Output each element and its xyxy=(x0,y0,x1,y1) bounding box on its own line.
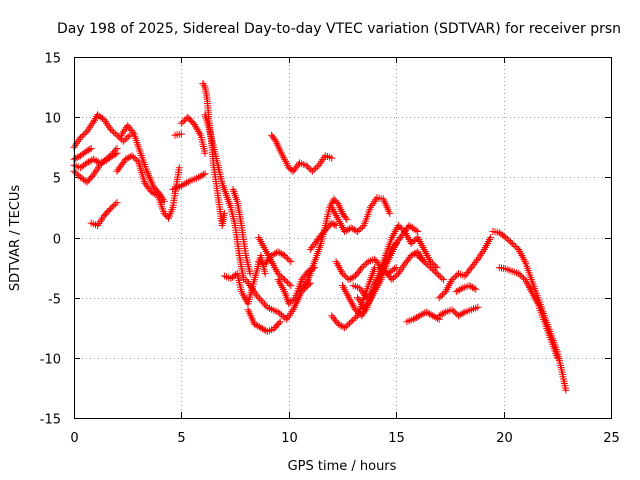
y-tick-label: -15 xyxy=(40,413,61,428)
x-tick-label: 25 xyxy=(603,431,620,446)
series-arc-33 xyxy=(435,234,495,302)
series-arc-09 xyxy=(177,113,209,157)
x-tick-label: 20 xyxy=(496,431,513,446)
series-arc-08 xyxy=(171,130,185,139)
series-arc-18 xyxy=(255,234,295,290)
series-arc-36 xyxy=(495,264,561,362)
series-arc-05 xyxy=(87,199,121,229)
series-arc-23 xyxy=(328,194,394,235)
y-tick-label: 5 xyxy=(53,172,61,187)
y-tick-label: 15 xyxy=(44,52,61,67)
x-tick-label: 5 xyxy=(177,431,185,446)
data-series xyxy=(70,80,570,394)
series-arc-31 xyxy=(414,252,447,284)
series-arc-19 xyxy=(274,264,319,308)
series-arc-22 xyxy=(306,219,340,253)
y-axis-label: SDTVAR / TECUs xyxy=(8,185,23,292)
y-tick-label: 0 xyxy=(53,233,61,248)
x-tick-label: 10 xyxy=(281,431,298,446)
series-arc-12 xyxy=(201,111,248,284)
chart-title: Day 198 of 2025, Sidereal Day-to-day VTE… xyxy=(57,21,621,37)
series-arc-34 xyxy=(452,282,480,296)
axis-ticks: 0 5 10 15 20 25 -15 -10 -5 0 5 10 15 xyxy=(40,52,620,447)
series-arc-32 xyxy=(435,303,482,320)
y-tick-label: -10 xyxy=(40,353,61,368)
series-arc-10 xyxy=(169,170,209,193)
grid xyxy=(74,57,611,418)
series-arc-35 xyxy=(489,228,570,394)
x-tick-label: 15 xyxy=(388,431,405,446)
series-arc-20 xyxy=(268,131,336,175)
x-axis-label: GPS time / hours xyxy=(288,459,397,474)
series-arc-13 xyxy=(229,185,254,278)
series-arc-28 xyxy=(354,222,422,314)
series-arc-15 xyxy=(244,306,284,335)
series-arc-06 xyxy=(117,122,168,205)
series-arc-30 xyxy=(403,308,443,326)
plot-frame xyxy=(74,57,612,419)
x-tick-label: 0 xyxy=(70,431,78,446)
y-tick-label: 10 xyxy=(44,112,61,127)
series-arc-21 xyxy=(296,195,351,296)
y-tick-label: -5 xyxy=(48,293,61,308)
